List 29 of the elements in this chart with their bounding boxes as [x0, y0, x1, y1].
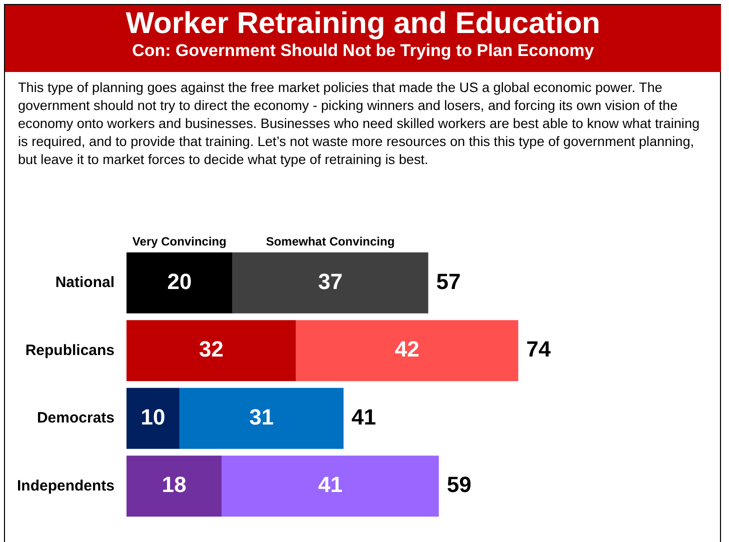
data-label: 18	[162, 472, 186, 498]
chart-subtitle: Con: Government Should Not be Trying to Plan Economy	[131, 41, 595, 61]
chart-title: Worker Retraining and Education	[124, 7, 602, 41]
series-label: Somewhat Convincing	[266, 234, 395, 249]
total-label: 74	[526, 336, 552, 362]
bar	[232, 252, 428, 314]
text: This type of planning goes against the free market policies that made the US a global economic power. The government should not try to direct the economy - picking winners and losers, and forcing its own vision of the economy onto workers and businesses. Businesses who need skilled workers are best able to know what training is required, and to provide that training. Let’s not waste more resources on this this type of government planning, but leave it to market forces to decide what type of retraining is best.	[18, 79, 701, 169]
total-label: 59	[446, 472, 472, 498]
y-tick-label: Democrats	[36, 410, 115, 427]
data-label: 32	[198, 336, 224, 362]
series-label: Very Convincing	[132, 234, 226, 249]
data-label: 31	[249, 404, 274, 430]
bar	[126, 388, 180, 449]
data-label: 20	[167, 268, 192, 294]
bar	[222, 456, 439, 517]
y-tick-label: Republicans	[25, 342, 115, 359]
bar	[126, 320, 296, 382]
y-tick-label: National	[55, 274, 115, 292]
data-label: 41	[318, 472, 343, 498]
bar	[179, 388, 344, 449]
y-tick-label: Independents	[16, 477, 115, 494]
data-label: 10	[140, 404, 166, 430]
bar	[126, 252, 232, 314]
data-label: 42	[394, 336, 420, 362]
total-label: 57	[436, 268, 461, 294]
bar	[126, 456, 222, 517]
data-label: 37	[318, 268, 343, 294]
total-label: 41	[352, 404, 376, 430]
bar	[296, 320, 518, 382]
